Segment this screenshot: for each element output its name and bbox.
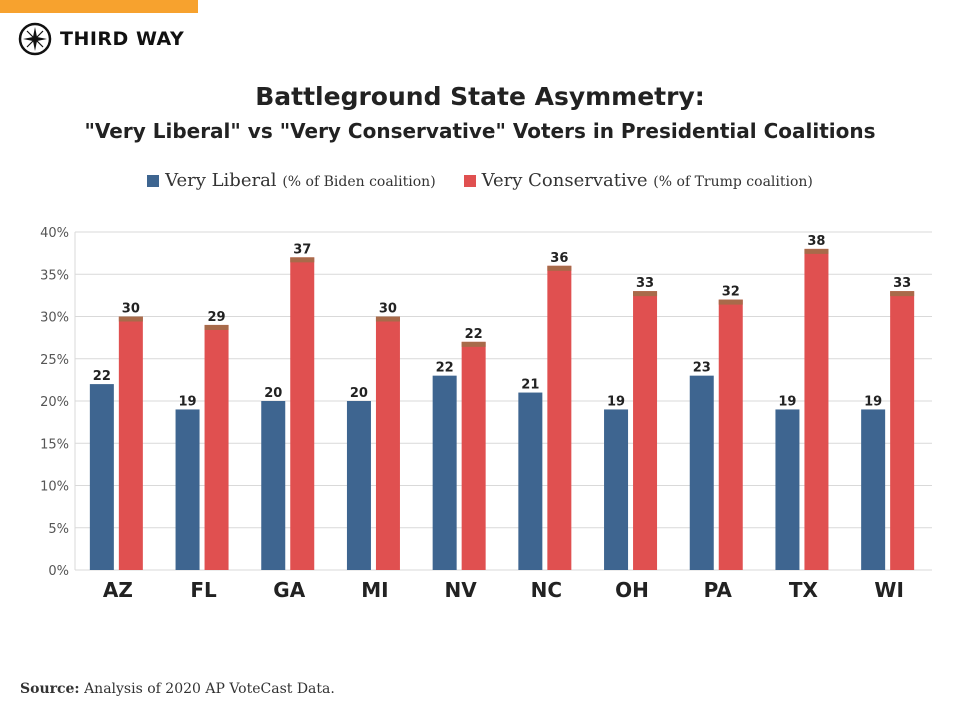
bar-very-liberal	[175, 409, 200, 570]
x-tick-label: FL	[190, 578, 217, 602]
x-tick-label: GA	[273, 578, 305, 602]
x-tick-label: MI	[361, 578, 388, 602]
data-label: 33	[636, 276, 654, 291]
data-label: 19	[778, 394, 796, 409]
legend-label: Very Liberal	[165, 170, 277, 191]
data-label: 22	[465, 327, 483, 342]
source-label: Source:	[20, 681, 80, 697]
logo: THIRD WAY	[18, 22, 184, 56]
x-tick-label: NC	[531, 578, 562, 602]
bar-very-conservative	[290, 257, 315, 570]
data-label: 33	[893, 276, 911, 291]
data-label: 21	[521, 378, 539, 393]
y-tick-label: 5%	[48, 522, 69, 537]
bar-cap	[461, 341, 486, 347]
bar-very-liberal	[689, 375, 714, 570]
legend-item-very-liberal: Very Liberal (% of Biden coalition)	[147, 170, 436, 191]
bar-very-liberal	[89, 384, 114, 570]
data-label: 23	[693, 361, 711, 376]
chart-title: Battleground State Asymmetry:	[255, 82, 705, 111]
x-tick-label: TX	[789, 578, 819, 602]
legend: Very Liberal (% of Biden coalition) Very…	[0, 170, 960, 191]
bar-very-conservative	[461, 341, 486, 570]
bar-very-conservative	[547, 265, 572, 570]
bar-cap	[547, 265, 572, 271]
data-label: 19	[179, 394, 197, 409]
data-label: 37	[293, 242, 311, 257]
source-note: Source: Analysis of 2020 AP VoteCast Dat…	[20, 681, 335, 697]
y-tick-label: 10%	[40, 480, 69, 495]
bar-very-conservative	[804, 248, 829, 570]
bar-cap	[118, 316, 143, 322]
data-label: 30	[379, 302, 397, 317]
bar-very-conservative	[118, 316, 143, 570]
y-tick-label: 20%	[40, 395, 69, 410]
data-label: 20	[350, 386, 368, 401]
y-tick-label: 35%	[40, 268, 69, 283]
x-tick-label: WI	[874, 578, 904, 602]
bar-very-conservative	[890, 291, 915, 570]
compass-icon	[18, 22, 52, 56]
x-tick-label: PA	[704, 578, 733, 602]
y-tick-label: 25%	[40, 353, 69, 368]
bar-cap	[633, 291, 658, 297]
x-tick-label: NV	[445, 578, 478, 602]
data-label: 38	[807, 234, 825, 249]
bar-cap	[890, 291, 915, 297]
bar-cap	[804, 248, 829, 254]
bar-very-liberal	[261, 401, 286, 570]
bar-very-conservative	[375, 316, 400, 570]
legend-note: (% of Trump coalition)	[653, 174, 813, 190]
data-label: 19	[864, 394, 882, 409]
data-label: 36	[550, 251, 568, 266]
data-label: 20	[264, 386, 282, 401]
y-tick-label: 15%	[40, 437, 69, 452]
bar-cap	[718, 299, 743, 305]
bar-very-liberal	[604, 409, 629, 570]
bar-very-liberal	[432, 375, 457, 570]
data-label: 32	[722, 285, 740, 300]
bar-very-liberal	[861, 409, 886, 570]
data-label: 22	[436, 361, 454, 376]
bar-very-liberal	[346, 401, 371, 570]
brand-name: THIRD WAY	[60, 28, 185, 50]
bar-very-conservative	[718, 299, 743, 570]
bar-cap	[375, 316, 400, 322]
source-text: Analysis of 2020 AP VoteCast Data.	[84, 681, 335, 697]
y-tick-label: 0%	[48, 564, 69, 579]
data-label: 22	[93, 369, 111, 384]
bar-very-liberal	[775, 409, 800, 570]
bar-very-liberal	[518, 392, 543, 570]
data-label: 19	[607, 394, 625, 409]
data-label: 30	[122, 302, 140, 317]
x-tick-label: AZ	[103, 578, 133, 602]
y-tick-label: 30%	[40, 311, 69, 326]
bar-very-conservative	[204, 324, 229, 570]
legend-label: Very Conservative	[481, 170, 648, 191]
x-tick-label: OH	[615, 578, 649, 602]
chart-subtitle: "Very Liberal" vs "Very Conservative" Vo…	[84, 119, 876, 143]
bar-cap	[290, 257, 315, 263]
y-tick-label: 40%	[40, 226, 69, 241]
legend-item-very-conservative: Very Conservative (% of Trump coalition)	[463, 170, 813, 191]
accent-bar	[0, 0, 198, 13]
data-label: 29	[208, 310, 226, 325]
bar-cap	[204, 324, 229, 330]
bar-very-conservative	[633, 291, 658, 570]
legend-note: (% of Biden coalition)	[282, 174, 436, 190]
